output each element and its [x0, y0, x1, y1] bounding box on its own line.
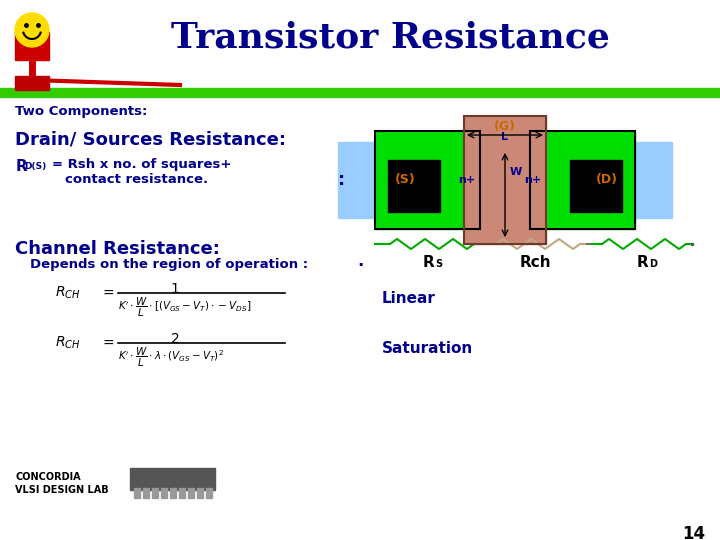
- Text: Two Components:: Two Components:: [15, 105, 148, 118]
- Text: W: W: [510, 167, 522, 177]
- Bar: [170, 488, 176, 498]
- Text: n+: n+: [459, 175, 476, 185]
- Bar: [130, 468, 215, 490]
- Text: Saturation: Saturation: [382, 341, 473, 356]
- Text: Depends on the region of operation :: Depends on the region of operation :: [30, 258, 308, 271]
- Bar: [530, 131, 635, 229]
- Bar: [375, 131, 480, 229]
- Bar: [582, 142, 672, 218]
- Text: $2$: $2$: [171, 332, 180, 346]
- Text: $R_{CH}$: $R_{CH}$: [55, 335, 81, 352]
- Bar: [143, 488, 149, 498]
- Bar: [197, 488, 203, 498]
- Text: R: R: [422, 255, 434, 270]
- Text: S: S: [435, 259, 442, 269]
- Bar: [570, 160, 622, 212]
- Text: Linear: Linear: [382, 291, 436, 306]
- Bar: [375, 131, 480, 229]
- Text: Channel Resistance:: Channel Resistance:: [15, 240, 220, 258]
- Bar: [152, 488, 158, 498]
- Bar: [338, 142, 428, 218]
- Text: $1$: $1$: [170, 282, 180, 296]
- Bar: [188, 488, 194, 498]
- Text: D(S): D(S): [24, 162, 46, 171]
- Text: Rch: Rch: [519, 255, 551, 270]
- Bar: [464, 116, 546, 244]
- Bar: [0, 88, 720, 97]
- Text: ·: ·: [357, 257, 363, 275]
- Text: $\mathregular{R}$: $\mathregular{R}$: [15, 158, 28, 174]
- Text: L: L: [502, 132, 508, 142]
- Bar: [134, 488, 140, 498]
- Bar: [179, 488, 185, 498]
- Text: R: R: [636, 255, 648, 270]
- Text: (G): (G): [494, 120, 516, 133]
- Text: $K' \cdot \dfrac{W}{L} \cdot [(V_{GS} - V_T) \cdot -V_{DS}]$: $K' \cdot \dfrac{W}{L} \cdot [(V_{GS} - …: [118, 296, 251, 319]
- Text: D: D: [649, 259, 657, 269]
- Text: :: :: [338, 171, 346, 189]
- Text: n+: n+: [524, 175, 541, 185]
- Bar: [206, 488, 212, 498]
- Text: $K' \cdot \dfrac{W}{L} \cdot \lambda \cdot (V_{GS} - V_T)^2$: $K' \cdot \dfrac{W}{L} \cdot \lambda \cd…: [118, 346, 224, 369]
- Text: (D): (D): [596, 173, 618, 186]
- Bar: [15, 76, 49, 90]
- Text: $=$: $=$: [100, 285, 114, 299]
- Text: $R_{CH}$: $R_{CH}$: [55, 285, 81, 301]
- Bar: [15, 32, 49, 60]
- Text: $=$: $=$: [100, 335, 114, 349]
- Bar: [388, 160, 440, 212]
- Text: CONCORDIA
VLSI DESIGN LAB: CONCORDIA VLSI DESIGN LAB: [15, 472, 109, 495]
- Text: = Rsh x no. of squares+: = Rsh x no. of squares+: [52, 158, 231, 171]
- Text: 14: 14: [682, 525, 705, 540]
- Text: contact resistance.: contact resistance.: [65, 173, 208, 186]
- Text: Drain/ Sources Resistance:: Drain/ Sources Resistance:: [15, 130, 286, 148]
- Bar: [530, 131, 635, 229]
- Text: Transistor Resistance: Transistor Resistance: [171, 20, 609, 54]
- Text: (S): (S): [395, 173, 415, 186]
- Bar: [464, 116, 546, 244]
- Circle shape: [15, 13, 49, 47]
- Bar: [161, 488, 167, 498]
